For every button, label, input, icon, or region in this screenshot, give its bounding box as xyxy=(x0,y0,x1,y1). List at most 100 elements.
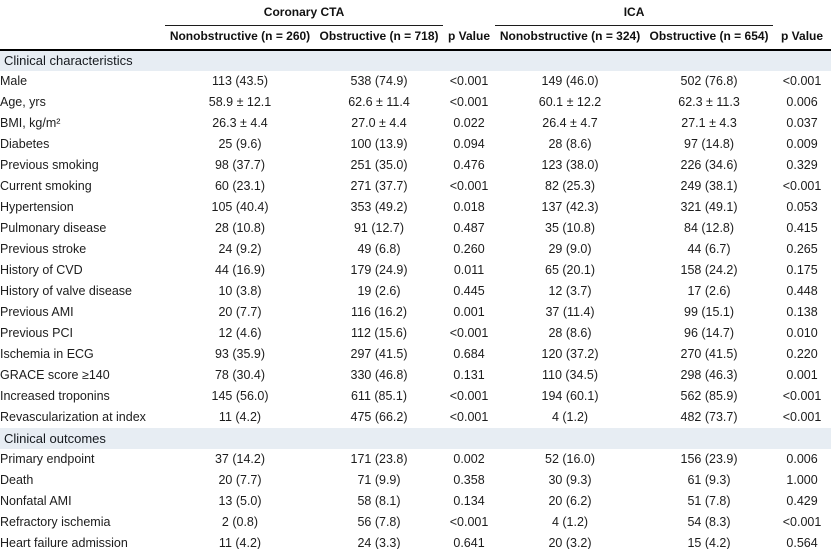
cell-value: 0.009 xyxy=(786,137,818,151)
table-row: History of CVD 44 (16.9) 179 (24.9) 0.011 65… xyxy=(0,260,831,281)
cell-value: 0.260 xyxy=(453,242,485,256)
table-row: Hypertension 105 (40.4) 353 (49.2) 0.018 137… xyxy=(0,197,831,218)
cell-value: 611 (85.1) xyxy=(350,389,408,403)
table-row: Current smoking 60 (23.1) 271 (37.7) <0.001… xyxy=(0,176,831,197)
cell-value: 502 (76.8) xyxy=(680,74,738,88)
cell-value: 15 (4.2) xyxy=(687,536,731,549)
row-label: Nonfatal AMI xyxy=(0,494,72,508)
cell-value: <0.001 xyxy=(782,179,822,193)
cell-value: 0.134 xyxy=(453,494,485,508)
cell-value: 105 (40.4) xyxy=(211,200,269,214)
table-row: BMI, kg/m² 26.3 ± 4.4 27.0 ± 4.4 0.022 26.4 … xyxy=(0,113,831,134)
column-header-cta-nonobstructive: Nonobstructive (n = 260) xyxy=(165,25,315,51)
table-row: Age, yrs 58.9 ± 12.1 62.6 ± 11.4 <0.001 60.1… xyxy=(0,92,831,113)
row-label: Diabetes xyxy=(0,137,50,151)
cell-value: 137 (42.3) xyxy=(541,200,599,214)
cell-value: 149 (46.0) xyxy=(541,74,599,88)
group-header-coronary-cta: Coronary CTA xyxy=(165,0,444,26)
cell-value: 93 (35.9) xyxy=(214,347,266,361)
section-header-row: Clinical characteristics xyxy=(0,49,831,71)
cell-value: 475 (66.2) xyxy=(350,410,408,424)
row-label: Ischemia in ECG xyxy=(0,347,94,361)
cell-value: 0.564 xyxy=(786,536,818,549)
cell-value: 51 (7.8) xyxy=(687,494,731,508)
cell-value: <0.001 xyxy=(449,389,489,403)
cell-value: 0.445 xyxy=(453,284,485,298)
cell-value: <0.001 xyxy=(449,74,489,88)
row-label: Previous stroke xyxy=(0,242,87,256)
table-row: Revascularization at index 11 (4.2) 475 (6… xyxy=(0,407,831,428)
cell-value: 113 (43.5) xyxy=(211,74,269,88)
cell-value: 0.006 xyxy=(786,95,818,109)
cell-value: 330 (46.8) xyxy=(350,368,408,382)
cell-value: 10 (3.8) xyxy=(218,284,262,298)
table-row: Refractory ischemia 2 (0.8) 56 (7.8) <0.001… xyxy=(0,512,831,533)
table-row: Pulmonary disease 28 (10.8) 91 (12.7) 0.487… xyxy=(0,218,831,239)
cell-value: 120 (37.2) xyxy=(541,347,599,361)
cell-value: 56 (7.8) xyxy=(357,515,401,529)
column-header-cta-obstructive: Obstructive (n = 718) xyxy=(315,25,444,51)
pvalue-column-spacer xyxy=(773,0,831,25)
cell-value: 0.265 xyxy=(786,242,818,256)
cell-value: 251 (35.0) xyxy=(350,158,408,172)
row-label: GRACE score ≥140 xyxy=(0,368,110,382)
cell-value: 0.684 xyxy=(453,347,485,361)
cell-value: 0.037 xyxy=(786,116,818,130)
cell-value: 0.011 xyxy=(453,263,485,277)
table-row: Previous smoking 98 (37.7) 251 (35.0) 0.476… xyxy=(0,155,831,176)
cell-value: 0.006 xyxy=(786,452,818,466)
cell-value: 96 (14.7) xyxy=(684,326,735,340)
column-header-ica-obstructive: Obstructive (n = 654) xyxy=(645,25,774,51)
pvalue-column-spacer xyxy=(443,0,495,25)
cell-value: 20 (6.2) xyxy=(548,494,592,508)
cell-value: 44 (6.7) xyxy=(687,242,731,256)
cell-value: 298 (46.3) xyxy=(680,368,738,382)
cell-value: 145 (56.0) xyxy=(211,389,269,403)
table-row: GRACE score ≥140 78 (30.4) 330 (46.8) 0.131… xyxy=(0,365,831,386)
cell-value: 194 (60.1) xyxy=(541,389,599,403)
cell-value: 116 (16.2) xyxy=(350,305,408,319)
cell-value: 37 (14.2) xyxy=(214,452,266,466)
cell-value: 0.476 xyxy=(453,158,485,172)
cell-value: 0.053 xyxy=(786,200,818,214)
cell-value: 82 (25.3) xyxy=(545,179,596,193)
cell-value: 35 (10.8) xyxy=(545,221,596,235)
cell-value: 71 (9.9) xyxy=(357,473,401,487)
cell-value: 20 (7.7) xyxy=(218,305,262,319)
cell-value: 353 (49.2) xyxy=(350,200,408,214)
cell-value: 29 (9.0) xyxy=(548,242,592,256)
cell-value: 0.018 xyxy=(453,200,485,214)
cell-value: 60 (23.1) xyxy=(214,179,266,193)
cell-value: 60.1 ± 12.2 xyxy=(538,95,602,109)
table-row: Male 113 (43.5) 538 (74.9) <0.001 149 (46.0)… xyxy=(0,71,831,92)
cell-value: 65 (20.1) xyxy=(545,263,596,277)
cell-value: 27.1 ± 4.3 xyxy=(681,116,737,130)
cell-value: 62.3 ± 11.3 xyxy=(678,95,740,109)
column-header-ica-nonobstructive: Nonobstructive (n = 324) xyxy=(495,25,646,51)
cell-value: 249 (38.1) xyxy=(680,179,738,193)
row-label: Age, yrs xyxy=(0,95,46,109)
cell-value: 98 (37.7) xyxy=(214,158,266,172)
cell-value: <0.001 xyxy=(449,515,489,529)
cell-value: 0.358 xyxy=(453,473,485,487)
cell-value: <0.001 xyxy=(782,389,822,403)
cell-value: 0.131 xyxy=(453,368,485,382)
cell-value: 11 (4.2) xyxy=(218,410,262,424)
table-row: Previous PCI 12 (4.6) 112 (15.6) <0.001 28 (… xyxy=(0,323,831,344)
cell-value: 321 (49.1) xyxy=(680,200,738,214)
cell-value: 52 (16.0) xyxy=(545,452,596,466)
cell-value: 538 (74.9) xyxy=(350,74,408,88)
cell-value: 12 (3.7) xyxy=(548,284,592,298)
cell-value: 156 (23.9) xyxy=(680,452,738,466)
cell-value: 0.415 xyxy=(786,221,818,235)
table-row: Increased troponins 145 (56.0) 611 (85.1) <… xyxy=(0,386,831,407)
cell-value: 0.329 xyxy=(786,158,818,172)
cell-value: 1.000 xyxy=(786,473,818,487)
cell-value: 19 (2.6) xyxy=(357,284,401,298)
cell-value: 0.220 xyxy=(786,347,818,361)
section-title: Clinical outcomes xyxy=(0,427,831,449)
cell-value: 58 (8.1) xyxy=(357,494,401,508)
cell-value: <0.001 xyxy=(449,179,489,193)
cell-value: 0.138 xyxy=(786,305,818,319)
cell-value: 100 (13.9) xyxy=(350,137,408,151)
